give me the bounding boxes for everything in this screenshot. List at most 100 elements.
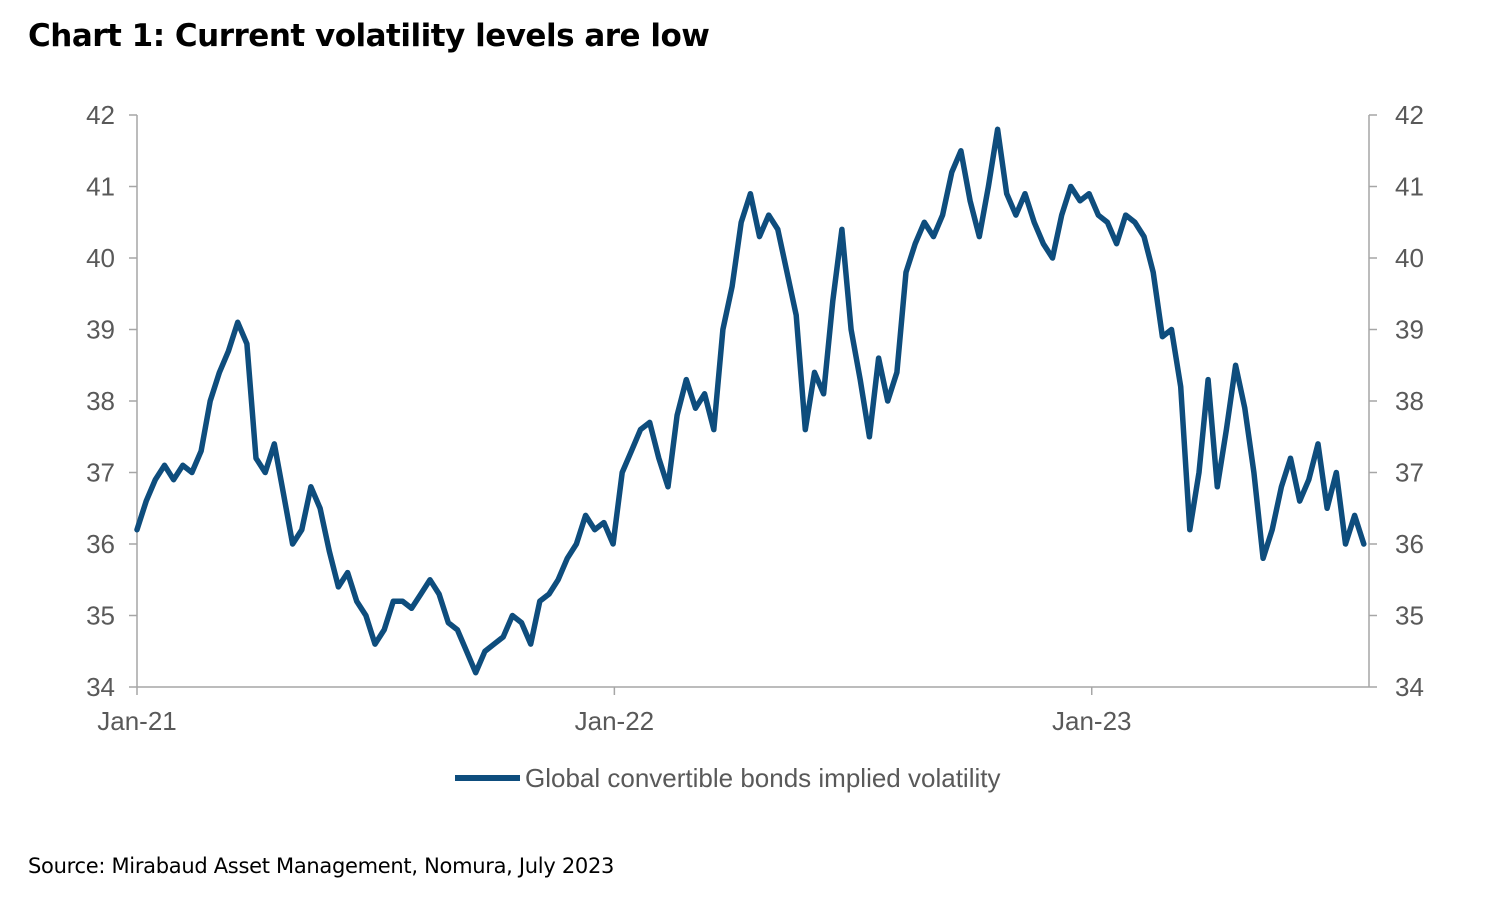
x-tick-label: Jan-22 [575, 706, 655, 736]
data-point [830, 298, 835, 304]
data-point [180, 463, 185, 468]
data-point [766, 212, 771, 218]
y-tick-label-left: 39 [86, 315, 115, 345]
data-point [1205, 377, 1211, 382]
data-point [1315, 441, 1321, 447]
data-point [1105, 220, 1110, 225]
y-tick-label-left: 41 [86, 172, 115, 202]
data-point [1215, 484, 1220, 489]
data-point [610, 541, 616, 547]
data-point [674, 413, 680, 418]
data-point [1352, 513, 1357, 518]
data-point [1114, 241, 1119, 246]
data-point [949, 170, 954, 175]
data-point [153, 477, 158, 482]
data-point [455, 627, 460, 632]
data-point [1196, 470, 1202, 475]
data-point [510, 613, 515, 618]
data-point [629, 448, 634, 454]
data-point [977, 234, 982, 239]
y-tick-label-right: 41 [1395, 172, 1424, 202]
data-point [281, 491, 286, 497]
data-point [226, 348, 231, 354]
data-point [748, 191, 753, 196]
data-point [263, 470, 268, 475]
data-point [1260, 556, 1266, 561]
y-tick-label-right: 36 [1395, 529, 1424, 559]
data-point [1178, 384, 1183, 389]
data-point [1334, 470, 1339, 475]
data-point [162, 463, 167, 468]
data-point [299, 527, 304, 532]
data-point [940, 212, 945, 218]
axes: 34 34 35 35 36 36 37 37 38 38 39 39 40 40 41 41 42 42 Jan-… [86, 100, 1424, 736]
data-point [656, 456, 661, 461]
data-point [1068, 184, 1074, 189]
y-tick-label-right: 35 [1395, 601, 1424, 631]
data-point [244, 341, 250, 346]
data-point [995, 127, 1000, 132]
data-point [354, 599, 359, 604]
data-point [1251, 470, 1257, 475]
data-point [867, 434, 872, 439]
data-point [1270, 527, 1275, 532]
data-point [537, 599, 542, 604]
data-point [1297, 498, 1302, 504]
data-point [134, 527, 140, 532]
data-point [647, 420, 652, 425]
data-point [1160, 334, 1165, 339]
data-point [217, 370, 222, 375]
data-point [1022, 191, 1028, 196]
source-note: Source: Mirabaud Asset Management, Nomur… [28, 854, 615, 878]
data-point [1306, 477, 1312, 482]
data-point [574, 541, 579, 547]
y-tick-label-left: 38 [86, 386, 115, 416]
data-point [876, 355, 881, 361]
data-point [967, 198, 973, 203]
data-point [501, 634, 506, 640]
y-tick-label-left: 37 [86, 458, 115, 488]
y-tick-label-right: 38 [1395, 386, 1424, 416]
data-point [794, 313, 799, 318]
data-point [684, 377, 689, 382]
data-point [336, 584, 341, 590]
data-point [382, 627, 387, 632]
data-point [1187, 527, 1193, 532]
y-tick-label-right: 40 [1395, 243, 1424, 273]
data-point [235, 320, 240, 325]
data-point [1013, 212, 1019, 218]
y-tick-label-left: 34 [86, 672, 115, 702]
data-point [638, 427, 643, 432]
data-point [1096, 212, 1101, 218]
y-tick-label-right: 34 [1395, 672, 1424, 702]
data-point [1151, 270, 1156, 275]
data-point [1050, 255, 1055, 261]
data-point [1041, 241, 1046, 246]
data-point [171, 477, 176, 482]
x-tick-label: Jan-21 [97, 706, 177, 736]
data-point [391, 599, 396, 604]
data-point [894, 370, 900, 375]
data-point [1086, 191, 1092, 196]
y-tick-label-left: 40 [86, 243, 115, 273]
data-point [446, 620, 451, 625]
data-point [189, 470, 195, 475]
data-point [729, 284, 735, 289]
legend: Global convertible bonds implied volatil… [455, 763, 1000, 793]
data-point [565, 556, 570, 561]
data-point [620, 470, 625, 475]
data-point [784, 270, 790, 275]
data-point [1059, 212, 1064, 218]
data-point [757, 234, 762, 239]
y-tick-label-right: 42 [1395, 100, 1424, 130]
data-point [253, 456, 259, 461]
data-point [400, 599, 405, 604]
y-tick-label-left: 36 [86, 529, 115, 559]
data-point [821, 391, 826, 396]
data-point [272, 441, 277, 447]
data-point [528, 641, 533, 647]
data-point [1169, 327, 1174, 332]
data-point [903, 270, 909, 275]
data-point [482, 649, 488, 654]
data-point [739, 220, 744, 225]
